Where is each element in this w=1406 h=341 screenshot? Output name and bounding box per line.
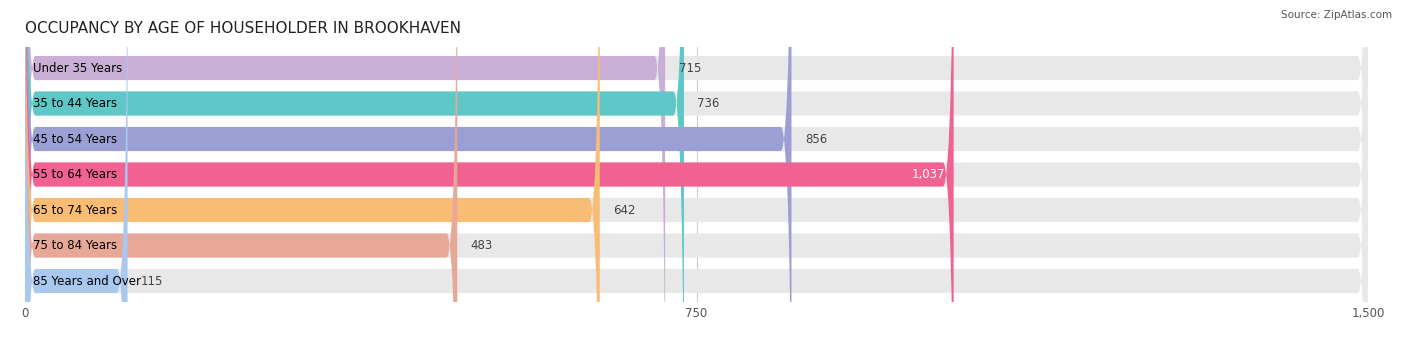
Text: 35 to 44 Years: 35 to 44 Years	[34, 97, 118, 110]
Text: OCCUPANCY BY AGE OF HOUSEHOLDER IN BROOKHAVEN: OCCUPANCY BY AGE OF HOUSEHOLDER IN BROOK…	[24, 21, 461, 36]
FancyBboxPatch shape	[24, 0, 1368, 341]
FancyBboxPatch shape	[24, 0, 683, 341]
Text: 75 to 84 Years: 75 to 84 Years	[34, 239, 118, 252]
FancyBboxPatch shape	[24, 0, 457, 341]
Text: 45 to 54 Years: 45 to 54 Years	[34, 133, 118, 146]
Text: Source: ZipAtlas.com: Source: ZipAtlas.com	[1281, 10, 1392, 20]
FancyBboxPatch shape	[24, 0, 1368, 341]
FancyBboxPatch shape	[24, 0, 1368, 341]
Text: 856: 856	[804, 133, 827, 146]
Text: Under 35 Years: Under 35 Years	[34, 61, 122, 75]
Text: 85 Years and Over: 85 Years and Over	[34, 275, 142, 287]
FancyBboxPatch shape	[24, 0, 600, 341]
Text: 715: 715	[679, 61, 702, 75]
Text: 483: 483	[471, 239, 494, 252]
FancyBboxPatch shape	[24, 0, 953, 341]
Text: 642: 642	[613, 204, 636, 217]
FancyBboxPatch shape	[24, 0, 128, 341]
Text: 1,037: 1,037	[911, 168, 945, 181]
Text: 65 to 74 Years: 65 to 74 Years	[34, 204, 118, 217]
FancyBboxPatch shape	[24, 0, 792, 341]
FancyBboxPatch shape	[24, 0, 1368, 341]
Text: 736: 736	[697, 97, 720, 110]
Text: 55 to 64 Years: 55 to 64 Years	[34, 168, 118, 181]
FancyBboxPatch shape	[24, 0, 665, 341]
FancyBboxPatch shape	[24, 0, 1368, 341]
Text: 115: 115	[141, 275, 163, 287]
FancyBboxPatch shape	[24, 0, 1368, 341]
FancyBboxPatch shape	[24, 0, 1368, 341]
